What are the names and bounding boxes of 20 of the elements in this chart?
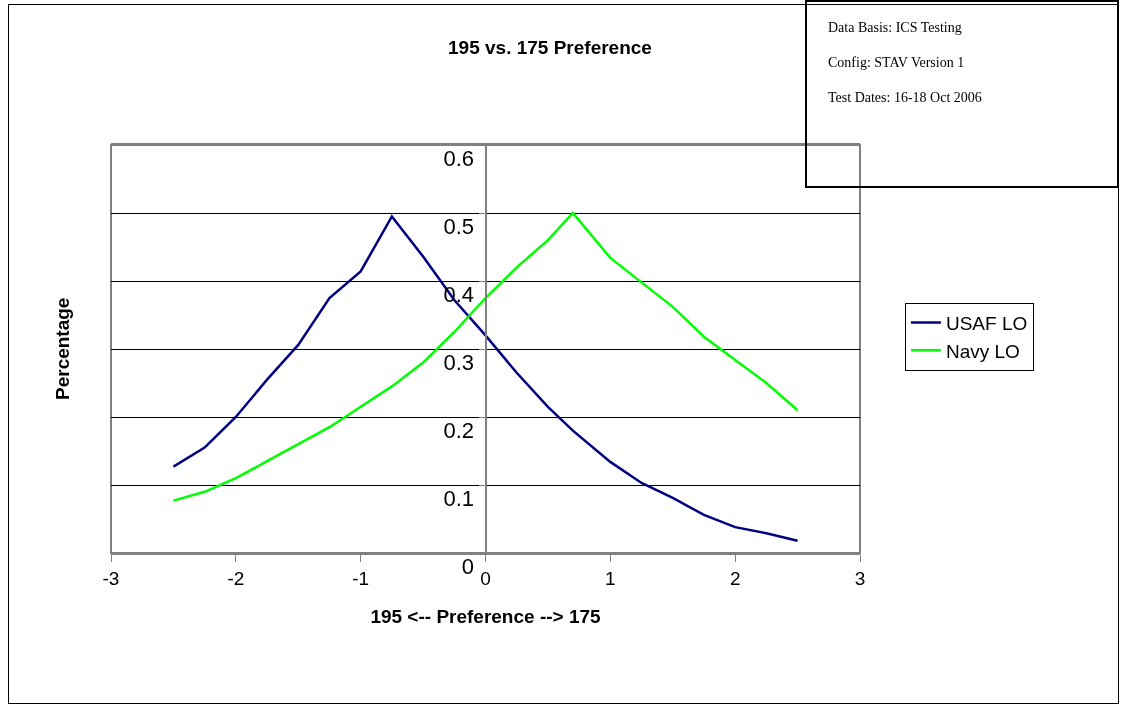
chart-title: 195 vs. 175 Preference xyxy=(448,36,652,58)
text: Data Basis: ICS Testing xyxy=(828,20,962,35)
x-tick-label: 0 xyxy=(480,567,491,589)
y-tick-label: 0.1 xyxy=(443,485,475,511)
x-tick-label: -3 xyxy=(102,567,120,589)
x-tick-label: -1 xyxy=(352,567,370,589)
text: Config: STAV Version 1 xyxy=(828,55,965,70)
y-tick-label: 0.5 xyxy=(443,213,475,239)
y-axis-title: Percentage xyxy=(52,297,73,400)
text: Test Dates: 16-18 Oct 2006 xyxy=(828,90,982,105)
x-tick-label: 2 xyxy=(729,567,741,589)
x-tick-label: -2 xyxy=(227,567,245,589)
y-tick-label: 0.6 xyxy=(443,145,475,171)
y-tick-label: 0.2 xyxy=(443,417,475,443)
legend-label: USAF LO xyxy=(945,313,1028,335)
x-axis-title: 195 <-- Preference --> 175 xyxy=(370,606,602,628)
y-tick-label: 0.3 xyxy=(443,349,475,375)
x-tick-label: 3 xyxy=(854,567,866,589)
legend-label: Navy LO xyxy=(945,340,1020,362)
x-tick-label: 1 xyxy=(605,567,616,589)
